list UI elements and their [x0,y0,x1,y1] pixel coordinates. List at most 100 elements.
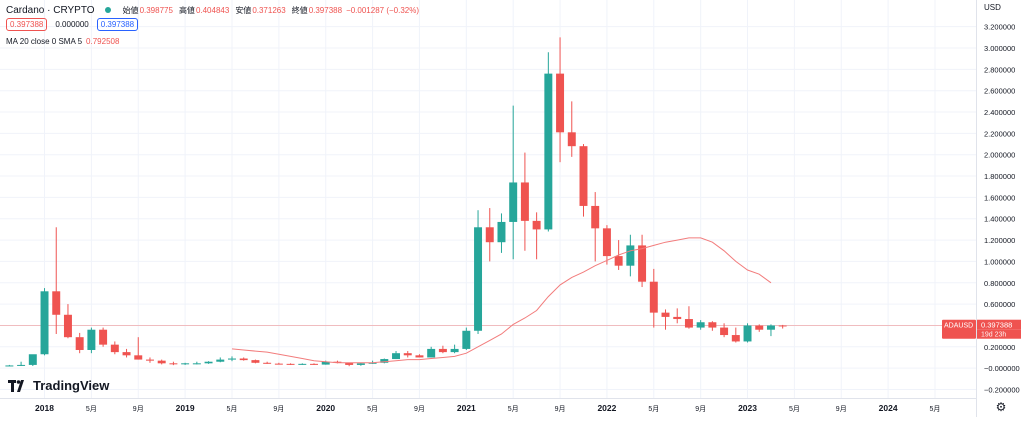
candle-body [251,360,260,363]
candle [28,354,37,366]
candle [5,364,14,367]
y-tick-label: 2.400000 [984,108,1015,117]
x-tick-label: 9月 [273,405,284,413]
y-tick-label: 2.600000 [984,87,1015,96]
candle-body [263,362,272,364]
candle-body [40,291,49,355]
candle [427,346,436,358]
candle [228,356,236,362]
candle [438,345,447,354]
vertical-gridlines [44,0,936,398]
candle [696,320,705,330]
candle-body [720,327,729,336]
candle-body [403,353,412,356]
ma-legend-row[interactable]: MA 20 close 0 SMA 5 0.792508 [6,34,419,48]
candle [63,304,72,339]
candle [145,357,154,363]
candle-body [649,281,658,313]
tradingview-logo[interactable]: TradingView [8,378,109,393]
currency-label: USD [984,3,1001,12]
candle-body [99,329,108,345]
candle-body [778,325,787,327]
candle [415,354,424,358]
candle-body [204,361,213,364]
x-tick-label: 9月 [695,405,706,413]
candle [556,37,565,163]
candle-body [239,358,248,361]
candle [520,152,529,251]
horizontal-gridlines [0,26,976,390]
candle [157,359,166,365]
ma-legend-value: 0.792508 [86,36,120,46]
x-tick-label: 5月 [648,405,659,413]
y-tick-label: 1.400000 [984,215,1015,224]
y-tick-label: 1.200000 [984,236,1015,245]
x-tick-label: 5月 [508,405,519,413]
candle-body [731,335,740,342]
candle-body [87,329,96,350]
countdown-background [977,329,1021,339]
candle-body [638,245,647,282]
candle [462,327,471,350]
candle-body [520,182,529,221]
price-label-tag: ADAUSD 0.397388 19d 23h [942,319,1021,339]
candle-body [392,353,401,360]
candle [192,361,201,365]
price-axis: 3.200000 3.000000 2.800000 2.600000 2.400000… [984,23,1020,395]
low-label: 安値 [235,5,252,15]
candle-body [556,73,565,133]
candle [720,323,729,338]
candle [450,344,459,354]
candle [204,361,213,364]
candle [684,306,693,329]
candle-body [696,322,705,328]
candle [263,361,272,364]
candle [474,210,483,334]
high-value: 0.404843 [195,5,230,15]
y-tick-label: −0.200000 [984,385,1020,394]
candle [251,359,260,364]
x-tick-label: 5月 [789,405,800,413]
time-axis: 2018 5月 9月 2019 5月 9月 2020 5月 9月 2021 5月 9月 2022 5月 9月… [35,403,940,413]
gear-icon[interactable]: ⚙ [995,400,1007,414]
candle-body [766,325,775,330]
candle-body [544,73,553,230]
candle [392,351,401,360]
candle-body [169,363,178,365]
x-tick-label: 9月 [836,405,847,413]
price-boxes: 0.397388 0.000000 0.397388 [6,18,419,31]
candle [216,357,225,363]
y-tick-label: 0.200000 [984,343,1015,352]
candle-body [626,245,635,266]
candle-body [684,319,693,328]
symbol-title[interactable]: Cardano · CRYPTO [6,4,95,16]
candle [567,101,576,157]
candle-body [122,352,131,356]
high-label: 高値 [178,5,195,15]
candle [708,321,717,331]
candle-body [5,365,14,367]
y-tick-label: 1.600000 [984,193,1015,202]
price-tag-value: 0.397388 [981,321,1012,330]
candle-body [497,221,506,243]
price-tag-countdown: 19d 23h [981,332,1006,339]
x-tick-label: 2024 [879,403,898,413]
candle [169,361,178,366]
candle-body [228,358,236,360]
candle [99,327,108,347]
x-tick-label: 2023 [738,403,757,413]
x-tick-label: 9月 [414,405,425,413]
low-value: 0.371263 [252,5,286,15]
candle [310,363,318,365]
y-tick-label: 2.200000 [984,129,1015,138]
candle-body [661,312,670,317]
y-tick-label: −0.000000 [984,364,1020,373]
candle-body [345,363,354,365]
bid-price-box[interactable]: 0.397388 [6,18,48,31]
candle-body [509,182,518,222]
ask-price-box[interactable]: 0.397388 [96,18,139,31]
candle [87,327,96,354]
y-tick-label: 1.800000 [984,172,1015,181]
